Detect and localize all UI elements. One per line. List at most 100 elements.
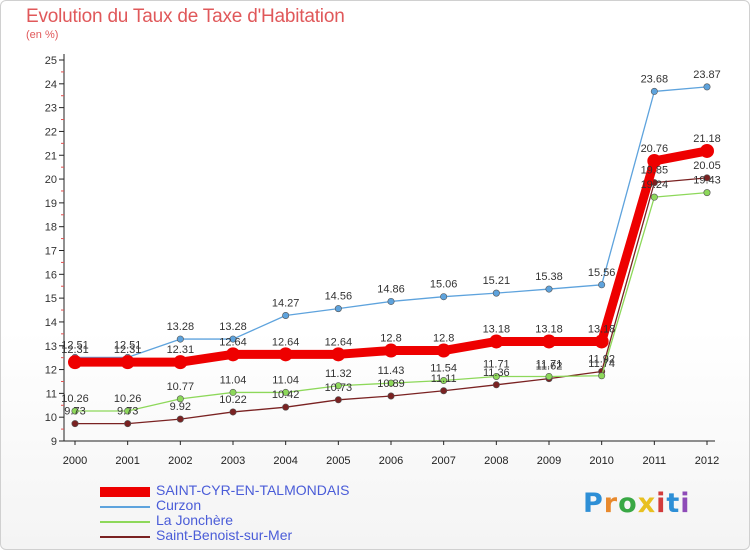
data-point <box>703 83 711 91</box>
data-label: 10.42 <box>272 389 300 401</box>
x-tick-label: 2004 <box>273 455 297 467</box>
x-tick-label: 2002 <box>168 455 192 467</box>
data-label: 10.73 <box>325 382 353 394</box>
x-tick-label: 2001 <box>115 455 139 467</box>
data-point <box>68 355 82 370</box>
data-label: 23.68 <box>641 73 669 85</box>
y-tick-label: 16 <box>45 269 57 281</box>
data-point <box>229 388 237 396</box>
data-label: 11.92 <box>588 353 615 365</box>
x-tick-label: 2007 <box>431 455 455 467</box>
y-tick-label: 17 <box>45 246 57 258</box>
data-point <box>387 297 395 305</box>
data-label: 15.38 <box>535 271 563 283</box>
y-tick-label: 13 <box>45 341 57 353</box>
data-point <box>492 372 500 380</box>
legend-swatch <box>100 506 150 508</box>
legend-swatch <box>100 487 150 497</box>
data-label: 23.87 <box>693 69 721 81</box>
data-point <box>226 347 240 362</box>
data-point <box>334 382 342 390</box>
data-label: 12.8 <box>433 333 454 345</box>
data-point <box>598 281 606 289</box>
data-point <box>229 408 237 416</box>
y-tick-label: 9 <box>51 436 57 448</box>
data-point <box>334 305 342 313</box>
data-point <box>334 396 342 404</box>
data-label: 12.51 <box>61 339 89 351</box>
y-tick-label: 18 <box>45 222 57 234</box>
y-tick-label: 21 <box>45 150 57 162</box>
y-tick-label: 10 <box>45 412 57 424</box>
data-label: 11.11 <box>431 373 457 385</box>
data-label: 19.85 <box>641 165 669 177</box>
data-label: 9.73 <box>117 406 138 418</box>
data-label: 21.18 <box>693 133 721 145</box>
chart-title: Evolution du Taux de Taxe d'Habitation <box>26 6 345 27</box>
data-label: 12.8 <box>380 333 401 345</box>
data-point <box>545 372 553 380</box>
legend-swatch <box>100 521 150 523</box>
data-label: 11.04 <box>220 374 247 386</box>
data-label: 11.36 <box>483 367 510 379</box>
x-tick-label: 2008 <box>484 455 508 467</box>
data-label: 10.22 <box>219 394 247 406</box>
data-label: 9.92 <box>170 401 191 413</box>
logo-letter: x <box>637 488 657 519</box>
data-label: 12.51 <box>114 339 142 351</box>
data-point <box>703 174 711 182</box>
data-label: 19.24 <box>641 179 669 191</box>
data-point <box>440 377 448 385</box>
legend-label: SAINT-CYR-EN-TALMONDAIS <box>156 482 350 498</box>
data-label: 15.06 <box>430 279 458 291</box>
data-point <box>387 379 395 387</box>
data-point <box>440 293 448 301</box>
y-tick-label: 20 <box>45 174 57 186</box>
data-point <box>545 285 553 293</box>
x-tick-label: 2000 <box>63 455 87 467</box>
data-label: 10.77 <box>167 381 195 393</box>
data-point <box>282 403 290 411</box>
x-tick-label: 2006 <box>379 455 403 467</box>
logo-letter: t <box>666 488 681 519</box>
y-tick-label: 15 <box>45 293 57 305</box>
data-point <box>650 87 658 95</box>
data-point <box>282 388 290 396</box>
data-point <box>282 312 290 320</box>
y-tick-label: 14 <box>45 317 57 329</box>
data-point <box>594 334 609 349</box>
legend-label: La Jonchère <box>156 512 234 528</box>
data-label: 11.04 <box>272 374 299 386</box>
data-point <box>71 407 79 415</box>
x-tick-label: 2010 <box>589 455 613 467</box>
y-tick-label: 25 <box>45 55 57 67</box>
y-tick-label: 22 <box>45 126 57 138</box>
data-label: 13.18 <box>535 323 563 335</box>
data-point <box>384 343 398 358</box>
data-point <box>436 343 451 358</box>
data-point <box>440 387 448 395</box>
data-label: 12.64 <box>325 336 353 348</box>
y-tick-label: 23 <box>45 103 57 115</box>
data-label: 13.18 <box>483 323 511 335</box>
proxiti-logo: Proxiti <box>583 488 691 519</box>
data-label: 11.43 <box>378 365 405 377</box>
data-label: 13.28 <box>219 321 247 333</box>
data-label: 11.71 <box>483 358 510 370</box>
data-label: 14.27 <box>272 298 300 310</box>
logo-letter: r <box>603 488 619 519</box>
x-tick-label: 2009 <box>537 455 561 467</box>
data-label: 11.74 <box>588 358 615 370</box>
data-point <box>71 420 79 428</box>
data-label: 10.26 <box>61 393 89 405</box>
data-point <box>542 334 556 349</box>
data-point <box>176 395 184 403</box>
data-label: 13.18 <box>588 323 616 335</box>
data-label: 11.54 <box>430 363 457 375</box>
data-label: 19.43 <box>693 175 721 187</box>
data-label: 15.21 <box>483 275 511 287</box>
x-tick-label: 2005 <box>326 455 350 467</box>
data-label: 20.76 <box>641 143 669 155</box>
data-label: 9.73 <box>64 406 85 418</box>
data-label: 20.05 <box>693 160 721 172</box>
